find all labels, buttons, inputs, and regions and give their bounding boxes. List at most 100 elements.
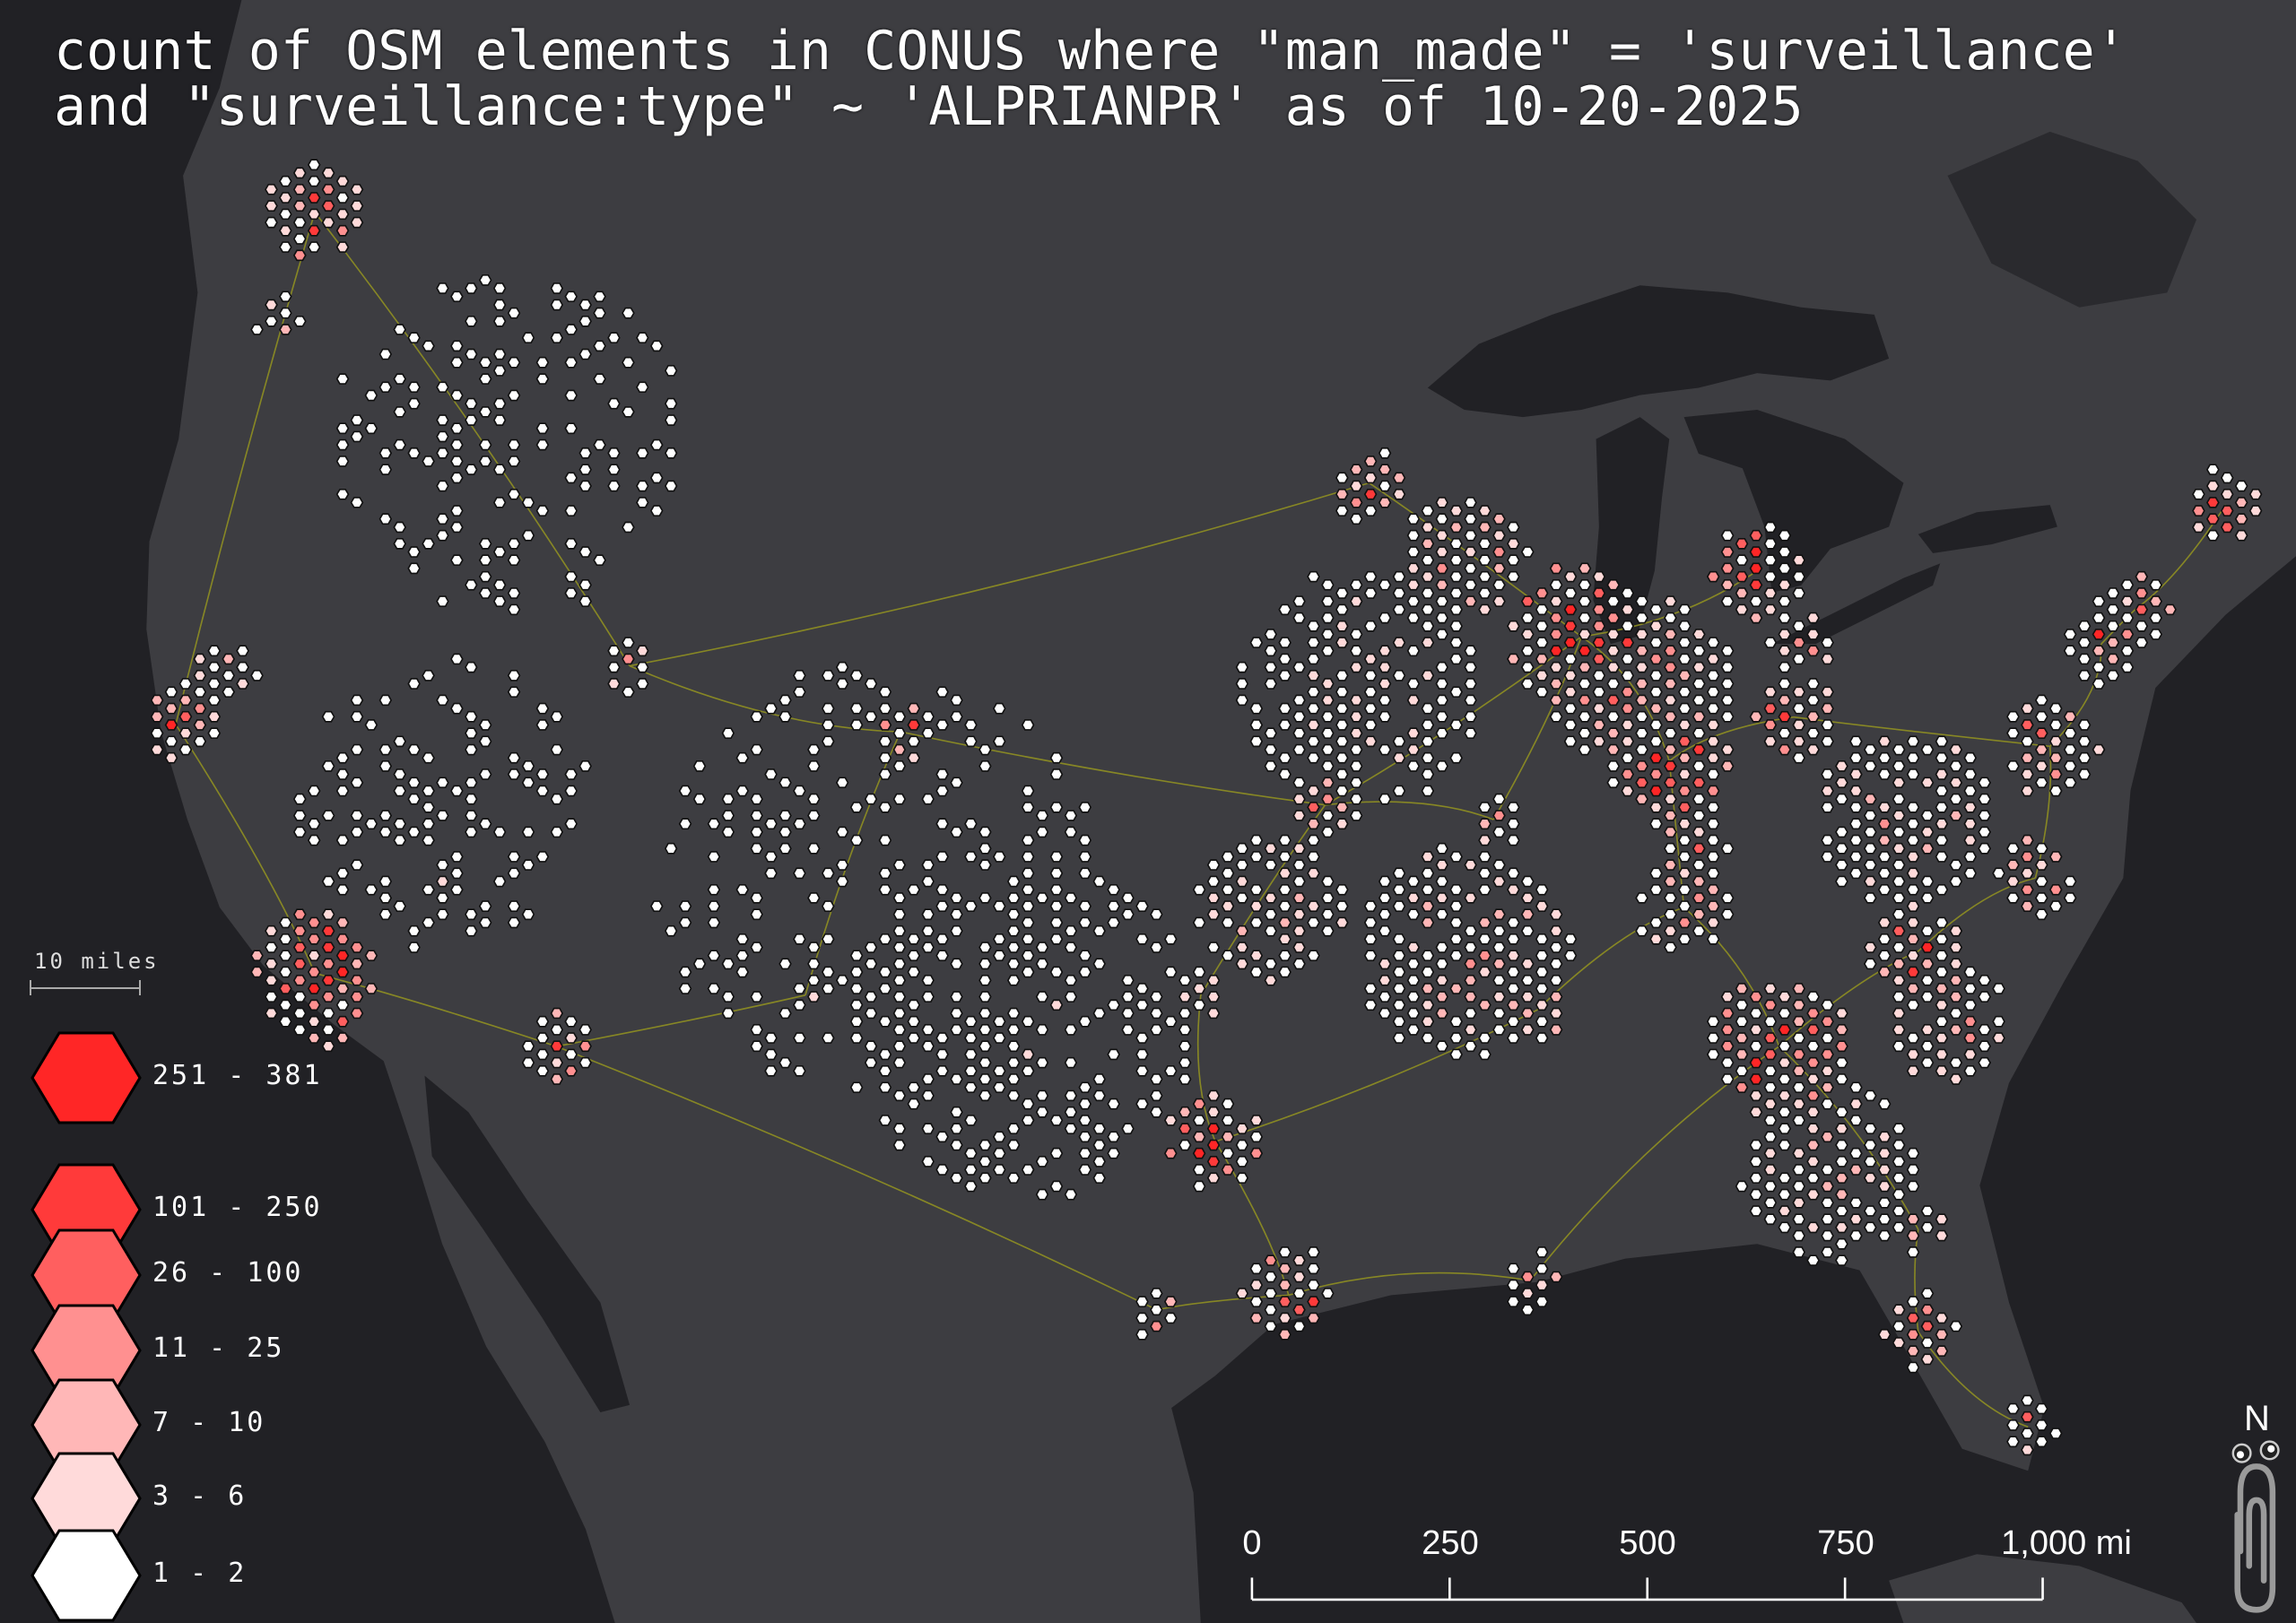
hex-cell bbox=[1350, 793, 1363, 805]
hex-cell bbox=[1307, 620, 1320, 632]
hex-cell bbox=[1849, 1164, 1863, 1176]
hex-cell bbox=[1206, 991, 1221, 1002]
hex-cell bbox=[436, 875, 449, 888]
hex-cell bbox=[1535, 999, 1549, 1011]
hex-cell bbox=[1978, 974, 1992, 986]
hex-cell bbox=[1806, 1040, 1821, 1053]
hex-cell bbox=[1535, 1263, 1549, 1275]
hex-cell bbox=[1350, 578, 1363, 591]
hex-cell bbox=[1221, 900, 1235, 912]
hex-cell bbox=[978, 859, 992, 871]
hex-cell bbox=[1292, 1288, 1306, 1299]
hex-cell bbox=[821, 933, 835, 945]
hex-cell bbox=[707, 818, 721, 830]
hex-cell bbox=[1235, 924, 1249, 937]
hex-cell bbox=[1963, 966, 1978, 978]
hex-cell bbox=[1892, 892, 1906, 904]
hex-cell bbox=[1235, 1156, 1249, 1167]
hex-cell bbox=[1278, 1246, 1292, 1258]
hex-cell bbox=[335, 751, 350, 764]
hex-cell bbox=[1778, 1172, 1792, 1185]
hex-cell bbox=[1635, 793, 1649, 805]
hex-cell bbox=[2048, 785, 2063, 797]
hex-cell bbox=[1778, 612, 1792, 624]
hex-cell bbox=[164, 686, 178, 699]
hex-cell bbox=[1778, 661, 1792, 673]
hex-cell bbox=[1664, 810, 1677, 821]
hex-cell bbox=[279, 999, 292, 1011]
hex-cell bbox=[1392, 735, 1406, 748]
hex-cell bbox=[335, 373, 350, 385]
hex-cell bbox=[335, 916, 350, 929]
hex-cell bbox=[307, 933, 321, 945]
hex-cell bbox=[649, 505, 664, 516]
hex-cell bbox=[1278, 883, 1292, 896]
hex-cell bbox=[1021, 966, 1035, 978]
hex-cell bbox=[2135, 620, 2149, 632]
hex-cell bbox=[1692, 743, 1706, 756]
hex-cell bbox=[1978, 793, 1992, 805]
hex-cell bbox=[1792, 1098, 1806, 1110]
hex-cell bbox=[535, 719, 550, 731]
hex-cell bbox=[1049, 768, 1064, 780]
hex-cell bbox=[1877, 1197, 1892, 1209]
hex-cell bbox=[1406, 974, 1421, 986]
hex-cell bbox=[222, 686, 236, 699]
hex-cell bbox=[1335, 802, 1349, 813]
hex-cell bbox=[1278, 670, 1292, 681]
hex-cell bbox=[1449, 537, 1463, 550]
hex-cell bbox=[878, 1065, 892, 1077]
hex-cell bbox=[1307, 637, 1320, 648]
hex-cell bbox=[2077, 620, 2092, 632]
hex-cell bbox=[1278, 1263, 1292, 1275]
hex-cell bbox=[878, 686, 892, 699]
hex-cell bbox=[1763, 1197, 1778, 1209]
hex-cell bbox=[1006, 1172, 1021, 1185]
hex-cell bbox=[1578, 595, 1592, 607]
hex-cell bbox=[1078, 1115, 1092, 1126]
hex-cell bbox=[1706, 653, 1720, 665]
hex-cell bbox=[1749, 612, 1763, 624]
hex-cell bbox=[1778, 1106, 1792, 1118]
hex-cell bbox=[2034, 694, 2048, 707]
hex-cell bbox=[678, 983, 692, 994]
hex-cell bbox=[564, 505, 578, 516]
hex-cell bbox=[1778, 595, 1792, 607]
hex-cell bbox=[1821, 1229, 1834, 1242]
hex-cell bbox=[1821, 1131, 1834, 1143]
hex-cell bbox=[821, 1032, 835, 1044]
hex-cell bbox=[335, 192, 350, 204]
hex-cell bbox=[1478, 521, 1492, 534]
hex-cell bbox=[1378, 447, 1392, 459]
hex-cell bbox=[1278, 933, 1292, 945]
hex-cell bbox=[1963, 751, 1978, 764]
hex-cell bbox=[992, 1131, 1006, 1143]
hex-cell bbox=[1821, 1197, 1834, 1209]
hex-cell bbox=[750, 810, 763, 821]
hex-cell bbox=[1549, 1271, 1563, 1283]
hex-cell bbox=[1720, 1023, 1735, 1036]
hex-cell bbox=[2048, 735, 2063, 748]
hex-cell bbox=[2021, 1428, 2034, 1439]
hex-cell bbox=[1435, 612, 1448, 624]
hex-cell bbox=[2120, 661, 2135, 673]
hex-cell bbox=[321, 710, 335, 723]
hex-cell bbox=[1307, 751, 1320, 764]
hex-cell bbox=[1792, 999, 1806, 1011]
hex-cell bbox=[1778, 678, 1792, 690]
hex-cell bbox=[2077, 637, 2092, 648]
hex-cell bbox=[335, 422, 350, 435]
hex-cell bbox=[1535, 1032, 1549, 1044]
hex-cell bbox=[1278, 1312, 1292, 1324]
hex-cell bbox=[1363, 900, 1378, 912]
hex-cell bbox=[1806, 1023, 1821, 1036]
hex-cell bbox=[1078, 1098, 1092, 1110]
hex-cell bbox=[964, 1081, 978, 1094]
hex-cell bbox=[1835, 793, 1848, 805]
hex-cell bbox=[564, 1048, 578, 1061]
hex-cell bbox=[1507, 1263, 1520, 1275]
hex-cell bbox=[1792, 735, 1806, 748]
hex-cell bbox=[821, 983, 835, 994]
hex-cell bbox=[1735, 537, 1749, 550]
hex-cell bbox=[1421, 505, 1435, 516]
